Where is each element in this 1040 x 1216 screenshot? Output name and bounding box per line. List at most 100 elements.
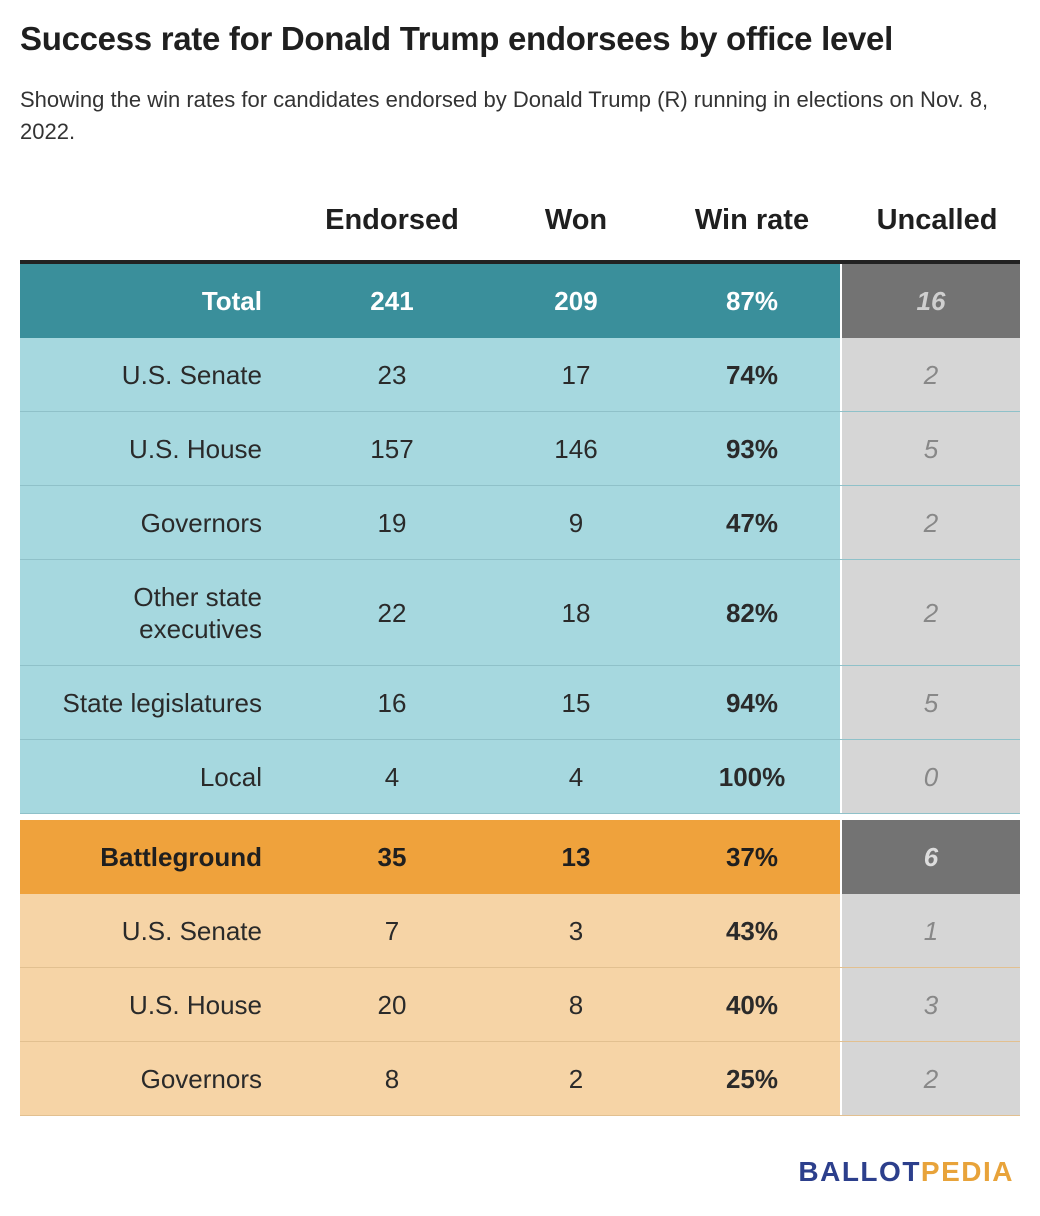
row-divider [20, 665, 1020, 666]
row-divider [20, 1115, 1020, 1116]
uncalled-value: 6 [923, 841, 939, 872]
row-divider [20, 813, 1020, 814]
section-gap [20, 814, 1020, 820]
uncalled-value: 0 [923, 761, 939, 792]
header-won: Won [544, 204, 608, 236]
uncalled-value: 2 [923, 1063, 939, 1094]
row-divider [20, 739, 1020, 740]
win-rate-value: 37% [725, 841, 779, 872]
endorsed-value: 35 [377, 841, 407, 872]
row-label: Governors [140, 1064, 262, 1094]
won-value: 209 [554, 285, 598, 316]
win-rate-value: 100% [718, 761, 786, 792]
table-row: Governors 8 2 25% 2 [20, 1042, 1020, 1116]
row-background [20, 560, 840, 666]
table-row: Other state executives 22 18 82% 2 [20, 560, 1020, 666]
win-rate-value: 74% [725, 359, 779, 390]
row-background [20, 740, 840, 814]
endorsed-value: 7 [384, 915, 400, 946]
win-rate-value: 87% [725, 285, 779, 316]
won-value: 13 [561, 841, 591, 872]
row-label: State legislatures [62, 688, 262, 718]
ballotpedia-logo: BALLOTPEDIA [798, 1156, 1014, 1187]
uncalled-background [842, 486, 1020, 560]
endorsed-value: 22 [377, 597, 407, 628]
uncalled-background [842, 264, 1020, 338]
endorsed-value: 241 [370, 285, 414, 316]
row-background [20, 412, 840, 486]
endorsed-value: 23 [377, 359, 407, 390]
endorsed-value: 20 [377, 989, 407, 1020]
table-row: Governors 19 9 47% 2 [20, 486, 1020, 560]
row-label: U.S. House [129, 990, 262, 1020]
table-body: Total 241 209 87% 16 U.S. Senate 23 17 74% 2 U.S. … [20, 264, 1020, 1116]
table-row: Local 4 4 100% 0 [20, 740, 1020, 814]
uncalled-background [842, 820, 1020, 894]
endorsed-value: 8 [384, 1063, 400, 1094]
win-rate-value: 43% [725, 915, 779, 946]
row-background [20, 968, 840, 1042]
table-header: Endorsed Won Win rate Uncalled [20, 188, 1020, 264]
uncalled-value: 1 [923, 915, 939, 946]
uncalled-background [842, 968, 1020, 1042]
row-label: Other state executives [133, 582, 262, 644]
endorsed-value: 16 [377, 687, 407, 718]
uncalled-background [842, 560, 1020, 666]
row-divider [20, 485, 1020, 486]
win-rate-value: 93% [725, 433, 779, 464]
uncalled-value: 2 [923, 507, 939, 538]
won-value: 9 [568, 507, 584, 538]
endorsed-value: 4 [384, 761, 400, 792]
chart-subtitle: Showing the win rates for candidates end… [20, 87, 989, 144]
win-rate-value: 82% [725, 597, 779, 628]
header-endorsed: Endorsed [325, 204, 459, 236]
row-background [20, 1042, 840, 1116]
table-row: State legislatures 16 15 94% 5 [20, 666, 1020, 740]
table-row: U.S. House 157 146 93% 5 [20, 412, 1020, 486]
uncalled-value: 5 [923, 433, 939, 464]
row-background [20, 894, 840, 968]
uncalled-background [842, 740, 1020, 814]
table-row: U.S. House 20 8 40% 3 [20, 968, 1020, 1042]
endorsed-value: 19 [377, 507, 407, 538]
won-value: 18 [561, 597, 591, 628]
row-label: Local [199, 762, 262, 792]
won-value: 4 [568, 761, 584, 792]
won-value: 15 [561, 687, 591, 718]
uncalled-value: 16 [916, 285, 946, 316]
uncalled-background [842, 666, 1020, 740]
row-divider [20, 411, 1020, 412]
table-row: U.S. Senate 23 17 74% 2 [20, 338, 1020, 412]
battleground-row: Battleground 35 13 37% 6 [20, 820, 1020, 894]
uncalled-value: 5 [923, 687, 939, 718]
row-label: Battleground [100, 842, 262, 872]
uncalled-background [842, 338, 1020, 412]
won-value: 8 [568, 989, 584, 1020]
uncalled-background [842, 1042, 1020, 1116]
row-label: Total [201, 286, 262, 316]
row-background [20, 666, 840, 740]
row-label: U.S. Senate [121, 360, 262, 390]
row-background [20, 264, 840, 338]
table-row: U.S. Senate 7 3 43% 1 [20, 894, 1020, 968]
row-background [20, 486, 840, 560]
row-label: U.S. House [129, 434, 262, 464]
row-divider [20, 967, 1020, 968]
win-rate-value: 40% [725, 989, 779, 1020]
uncalled-value: 2 [923, 597, 939, 628]
win-rate-value: 94% [725, 687, 779, 718]
row-divider [20, 1041, 1020, 1042]
row-background [20, 820, 840, 894]
endorsed-value: 157 [370, 433, 414, 464]
uncalled-value: 3 [923, 989, 939, 1020]
win-rate-value: 25% [725, 1063, 779, 1094]
header-win-rate: Win rate [694, 204, 810, 236]
uncalled-background [842, 894, 1020, 968]
chart-title: Success rate for Donald Trump endorsees … [20, 20, 893, 57]
endorsement-table: Endorsed Won Win rate Uncalled Total 241 2… [20, 188, 1020, 1116]
won-value: 17 [561, 359, 591, 390]
total-row: Total 241 209 87% 16 [20, 264, 1020, 338]
uncalled-value: 2 [923, 359, 939, 390]
won-value: 2 [568, 1063, 584, 1094]
row-label: Governors [140, 508, 262, 538]
